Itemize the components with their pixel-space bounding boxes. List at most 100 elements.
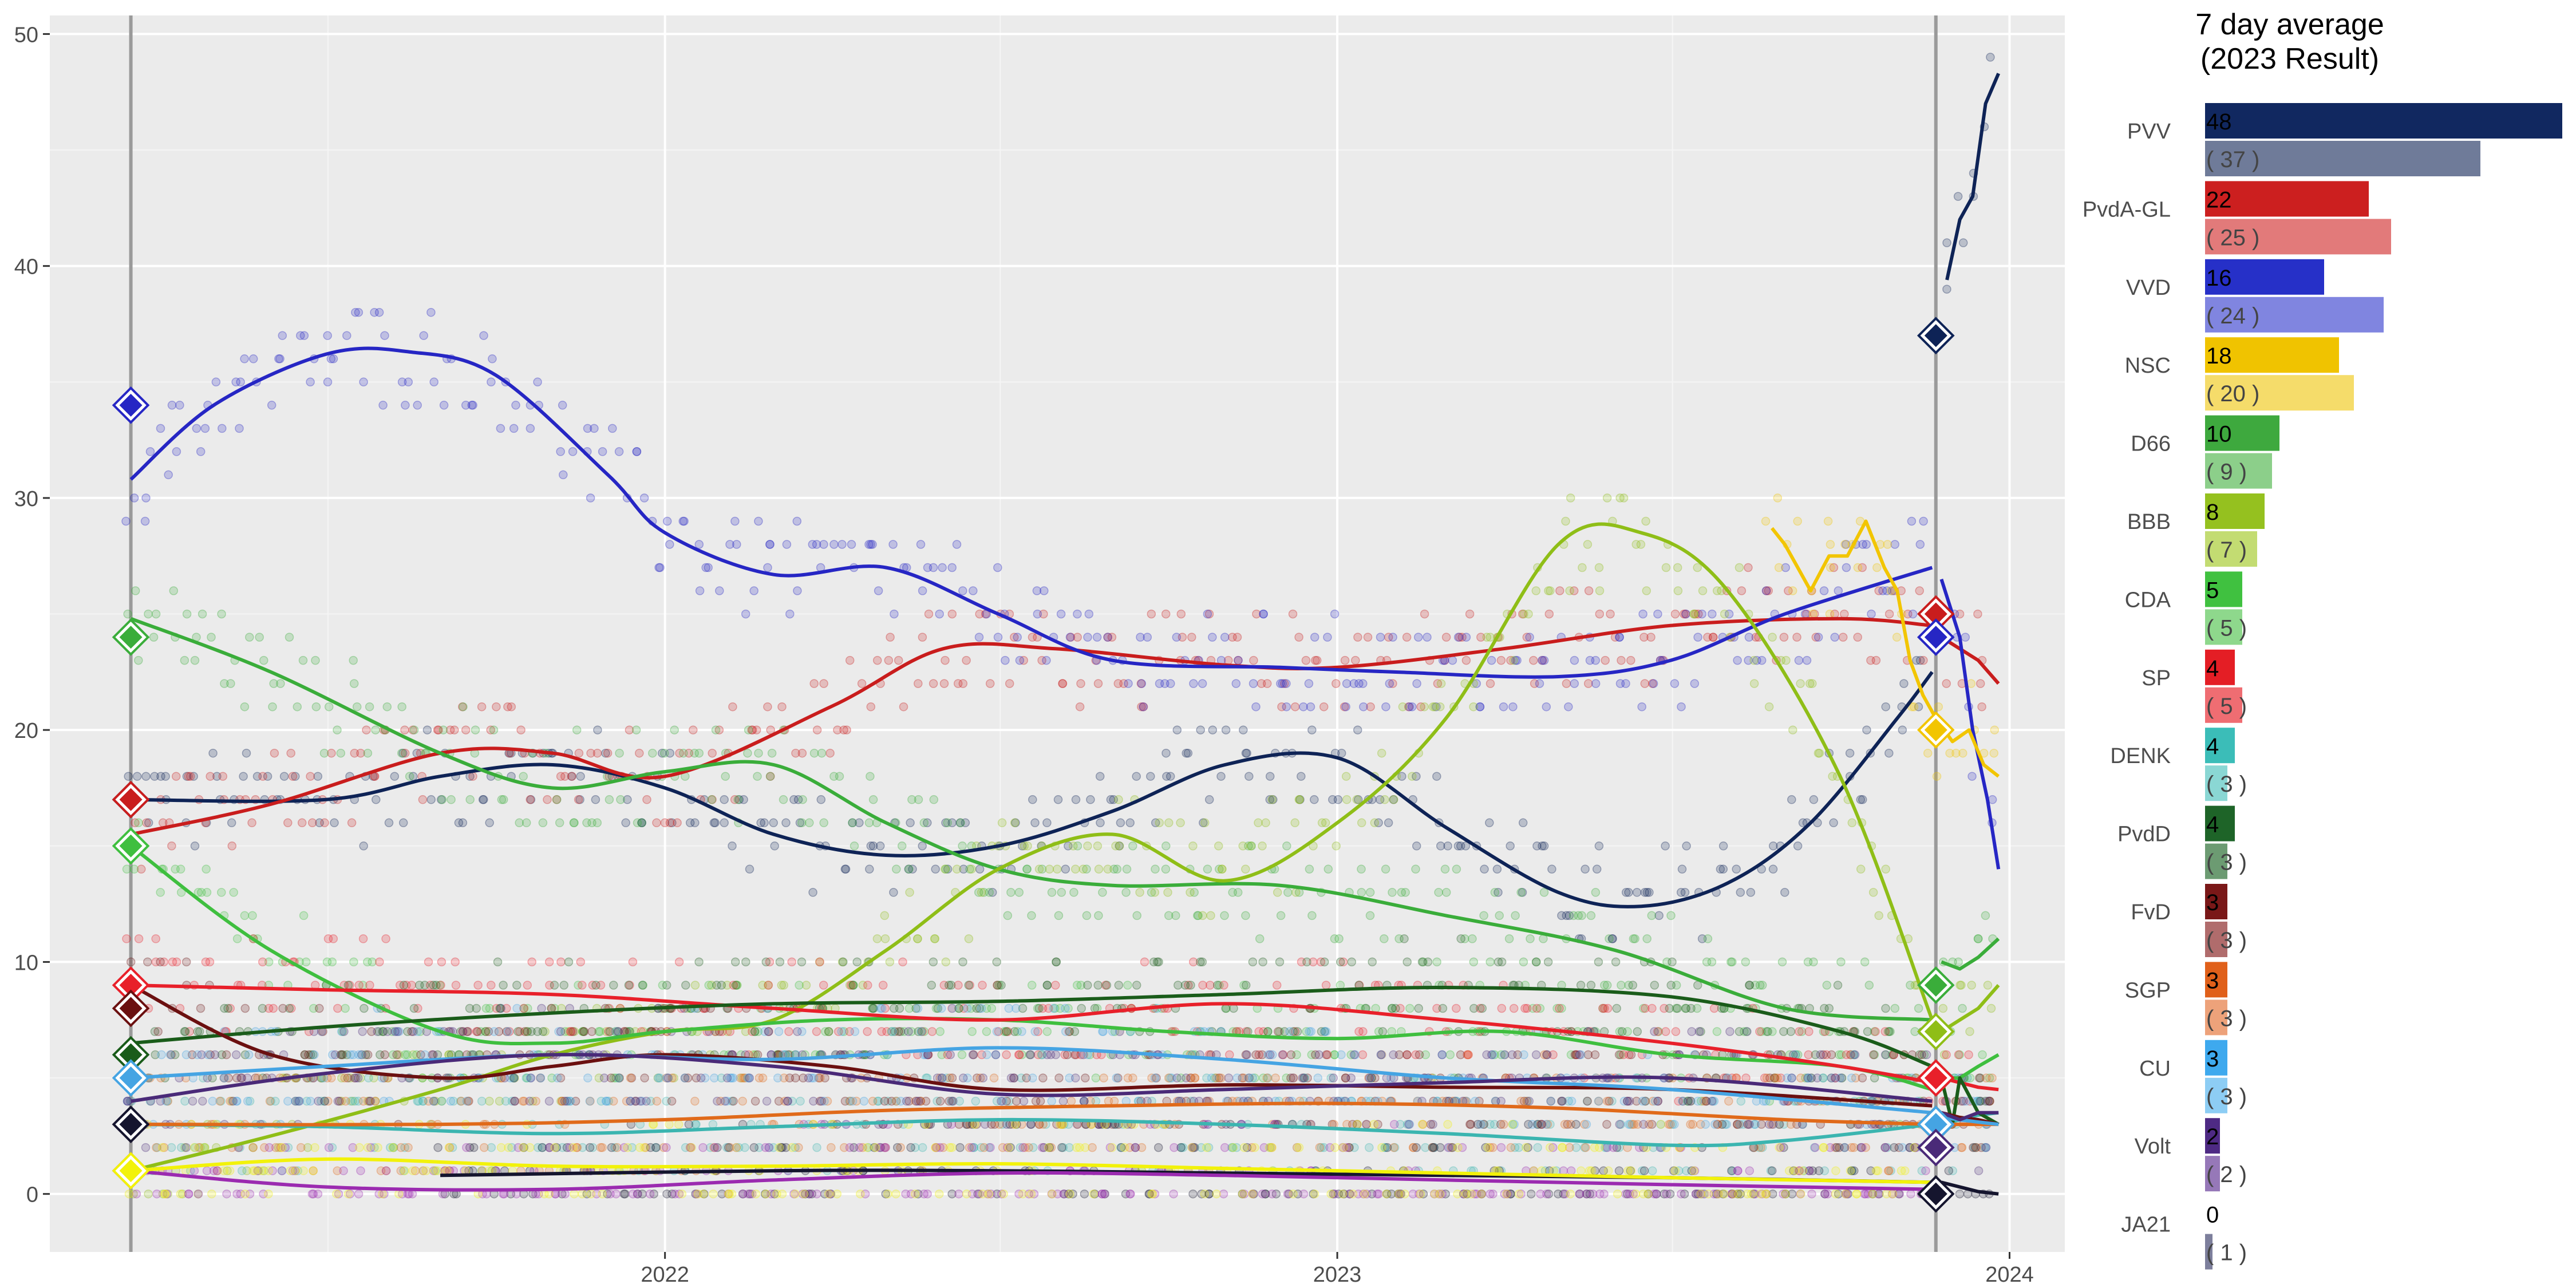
poll-point — [1220, 1143, 1230, 1152]
poll-point — [1886, 1027, 1895, 1036]
poll-point — [677, 1189, 687, 1199]
poll-point — [845, 981, 855, 990]
poll-point — [189, 1143, 199, 1152]
poll-point — [717, 981, 726, 990]
poll-point — [196, 447, 206, 456]
poll-point — [190, 841, 200, 851]
poll-point — [1591, 888, 1601, 897]
poll-point — [1423, 633, 1432, 642]
poll-point — [277, 1166, 287, 1175]
poll-point — [299, 1166, 308, 1175]
poll-point — [516, 725, 526, 734]
poll-point — [263, 772, 272, 781]
poll-point — [1199, 818, 1208, 828]
bar-chart-title-line1: 7 day average — [2195, 8, 2384, 41]
poll-point — [857, 679, 867, 688]
poll-point — [1677, 702, 1686, 712]
poll-point — [1583, 540, 1593, 549]
poll-point — [404, 1143, 413, 1152]
poll-point — [172, 957, 181, 967]
poll-point — [1650, 1027, 1659, 1036]
poll-point — [181, 1143, 191, 1152]
poll-point — [1661, 841, 1670, 851]
poll-point — [1394, 934, 1404, 943]
poll-point — [1745, 1166, 1755, 1175]
poll-point — [1094, 911, 1103, 920]
poll-point — [1863, 1027, 1872, 1036]
poll-point — [384, 818, 394, 828]
poll-point — [1880, 1050, 1890, 1060]
poll-point — [827, 1143, 836, 1152]
poll-point — [1814, 1166, 1824, 1175]
poll-point — [576, 957, 586, 967]
poll-point — [1358, 1050, 1368, 1060]
poll-point — [918, 841, 927, 851]
poll-point — [1190, 888, 1199, 897]
poll-point — [1136, 679, 1146, 688]
poll-point — [1983, 1096, 1993, 1106]
poll-point — [1086, 795, 1095, 804]
poll-point — [1633, 1027, 1642, 1036]
poll-point — [193, 1189, 203, 1199]
poll-point — [1812, 1073, 1822, 1082]
poll-point — [1094, 864, 1104, 874]
poll-point — [311, 702, 321, 712]
poll-point — [1457, 633, 1467, 642]
poll-point — [611, 1027, 620, 1036]
poll-point — [652, 818, 661, 828]
poll-point — [941, 864, 951, 874]
poll-point — [868, 841, 878, 851]
poll-point — [250, 1166, 259, 1175]
poll-point — [1709, 1003, 1719, 1013]
poll-point — [1717, 586, 1726, 595]
poll-point — [1143, 633, 1152, 642]
poll-point — [1265, 1050, 1275, 1060]
poll-point — [953, 679, 963, 688]
poll-point — [824, 1189, 833, 1199]
poll-point — [1135, 888, 1144, 897]
poll-point — [1066, 1096, 1076, 1106]
poll-point — [791, 1189, 800, 1199]
poll-point — [161, 1189, 170, 1199]
poll-point — [1571, 1120, 1581, 1129]
poll-point — [556, 772, 566, 781]
poll-point — [1533, 1143, 1542, 1152]
poll-point — [1955, 1189, 1965, 1199]
poll-point — [1856, 864, 1866, 874]
poll-point — [1354, 679, 1364, 688]
poll-point — [1704, 1189, 1713, 1199]
poll-point — [1334, 934, 1344, 943]
poll-point — [1374, 1189, 1384, 1199]
poll-point — [1155, 818, 1164, 828]
poll-point — [1819, 1143, 1828, 1152]
poll-point — [1077, 1003, 1086, 1013]
poll-point — [1069, 888, 1078, 897]
poll-point — [859, 1096, 869, 1106]
poll-point — [1679, 609, 1689, 619]
avg-value-label: 3 — [2206, 1046, 2219, 1072]
poll-point — [1566, 493, 1575, 503]
poll-point — [1712, 1027, 1722, 1036]
avg-value-label: 5 — [2206, 578, 2219, 603]
poll-point — [969, 586, 978, 595]
poll-point — [795, 981, 804, 990]
poll-point — [1697, 934, 1707, 943]
poll-point — [313, 1189, 323, 1199]
poll-point — [1054, 1073, 1064, 1082]
poll-point — [865, 864, 874, 874]
poll-point — [1080, 1143, 1090, 1152]
poll-point — [1397, 772, 1406, 781]
poll-point — [485, 818, 494, 828]
poll-point — [232, 934, 242, 943]
poll-point — [1349, 1050, 1359, 1060]
poll-point — [129, 1189, 138, 1199]
party-label: CDA — [2125, 588, 2171, 612]
poll-point — [265, 1096, 275, 1106]
poll-point — [1126, 1189, 1135, 1199]
poll-point — [582, 818, 591, 828]
poll-point — [632, 447, 642, 456]
poll-point — [1858, 1143, 1867, 1152]
poll-point — [1019, 655, 1028, 665]
poll-point — [1539, 888, 1549, 897]
poll-point — [1752, 655, 1761, 665]
